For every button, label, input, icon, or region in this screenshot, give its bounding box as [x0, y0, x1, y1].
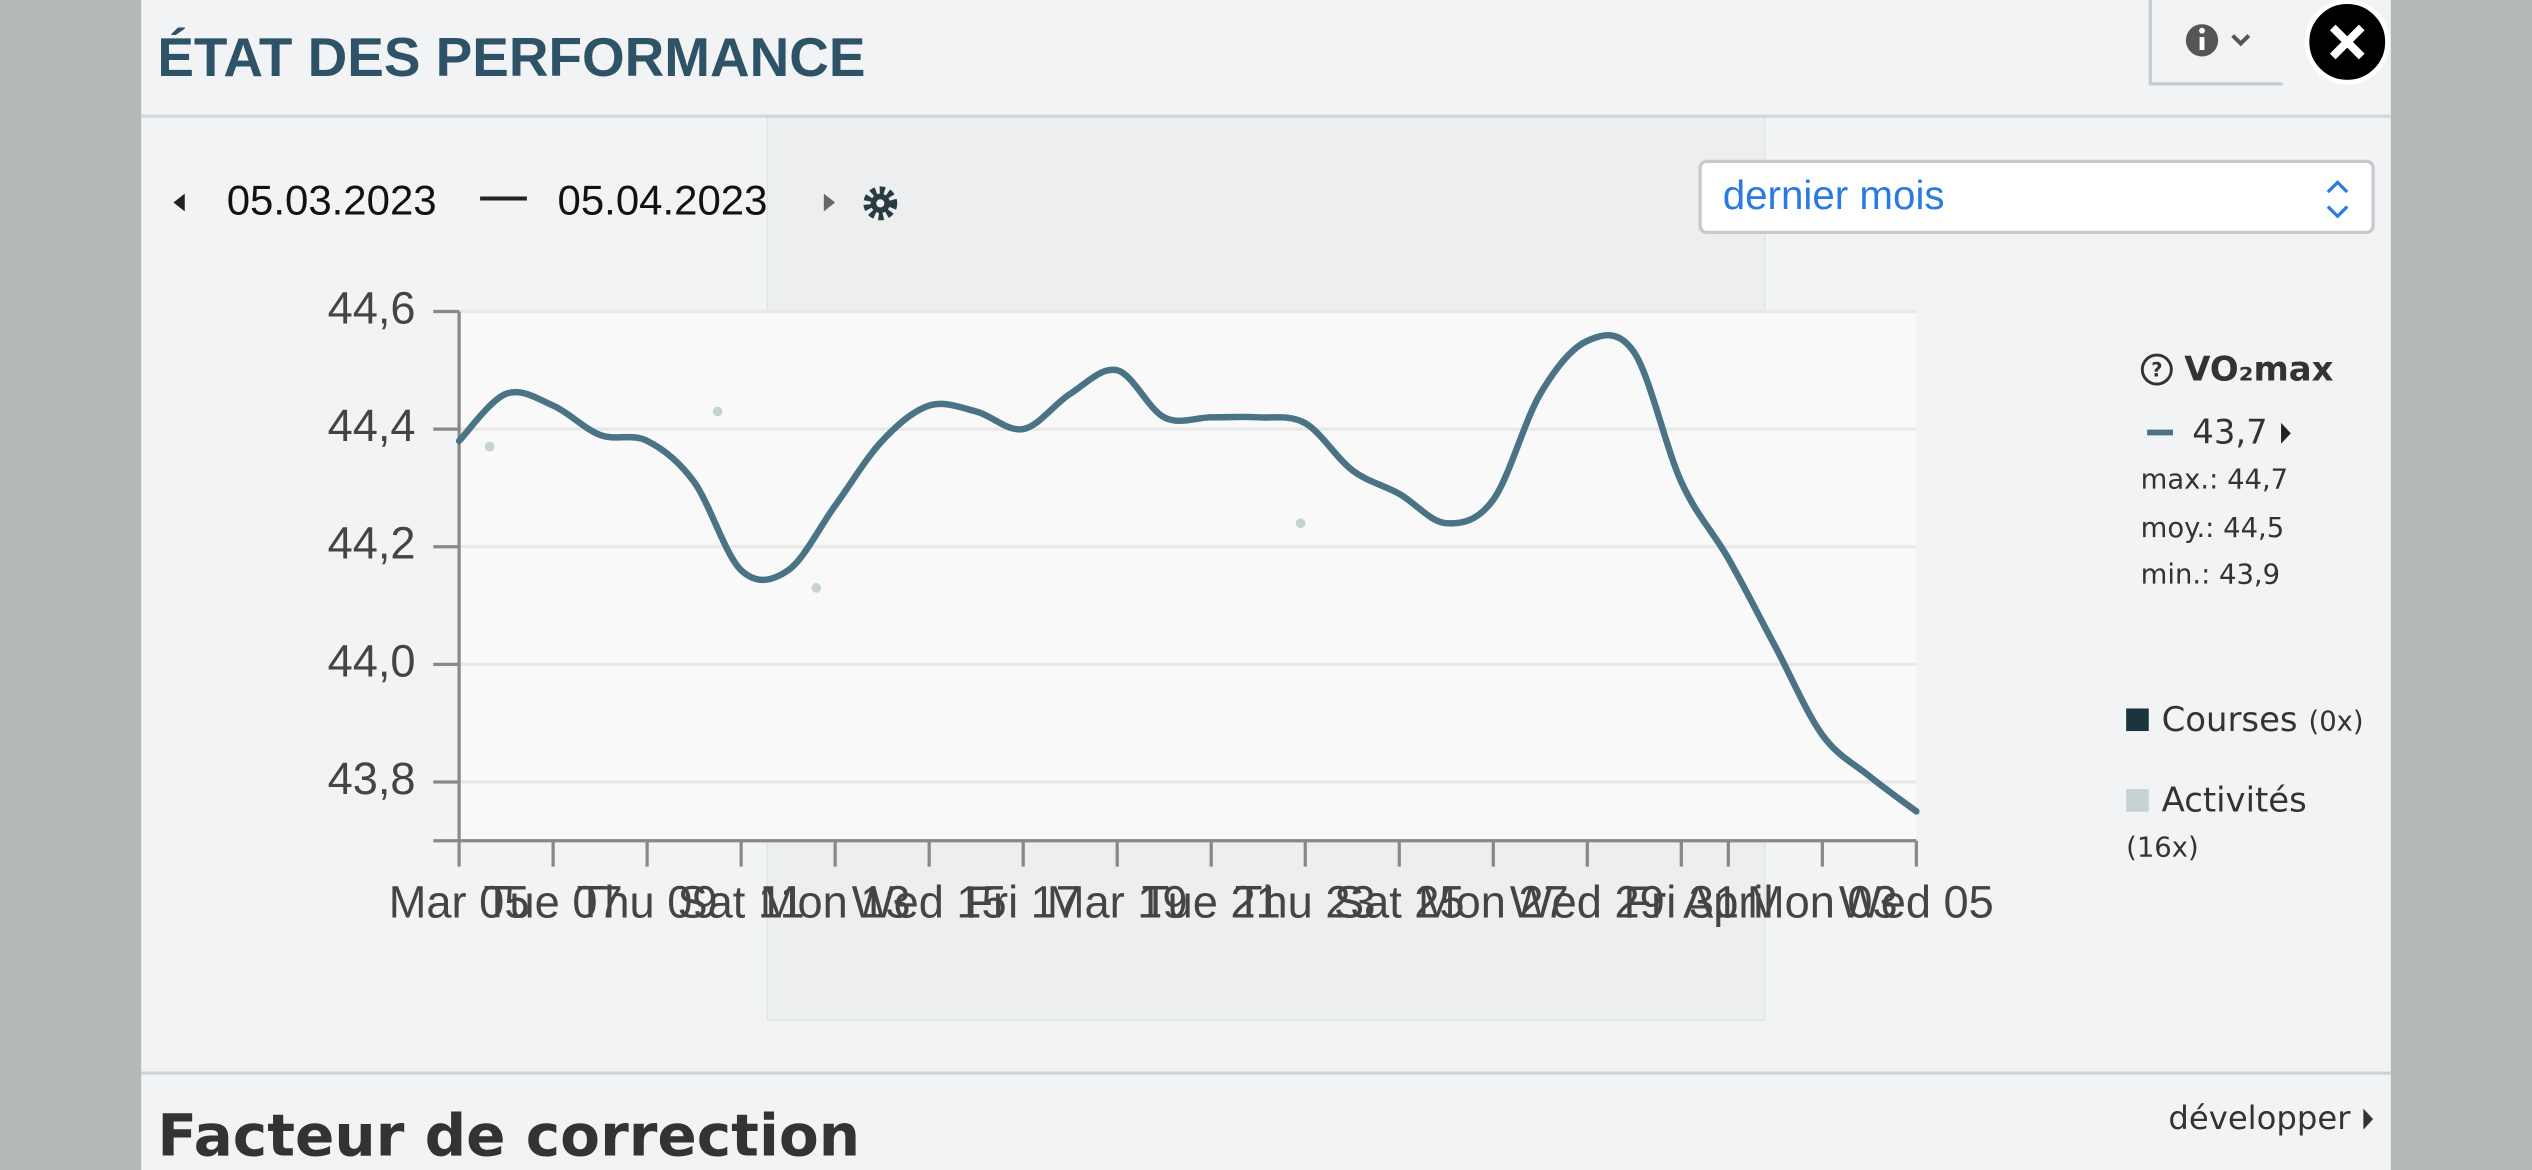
gear-hole	[876, 199, 885, 208]
help-icon[interactable]	[2140, 353, 2173, 386]
expand-arrow	[2363, 1108, 2374, 1130]
y-tick-label: 44,6	[328, 282, 416, 333]
y-tick-label: 43,8	[328, 753, 416, 804]
x-tick-label: Mon 03	[1747, 876, 1898, 927]
x-tick-label: Mon 27	[1418, 876, 1569, 927]
x-tick-label: Fri 31	[1624, 876, 1739, 927]
y-tick-label: 44,4	[328, 400, 416, 451]
prev-period[interactable]	[173, 193, 185, 212]
x-tick-label: Mar 19	[1047, 876, 1188, 927]
info-chevron	[2231, 34, 2251, 47]
x-tick-label: Wed 05	[1839, 876, 1994, 927]
activity-point	[1295, 518, 1306, 529]
close-button[interactable]	[2304, 0, 2390, 85]
info-icon-dot	[2199, 27, 2205, 34]
select-box	[1698, 159, 2375, 234]
legend-swatch	[2126, 708, 2149, 732]
activity-point	[484, 441, 495, 452]
x-tick-label: Wed 15	[852, 876, 1007, 927]
legend-current: 43,7	[2192, 413, 2267, 452]
date-end: 05.04.2023	[558, 176, 768, 223]
date-start: 05.03.2023	[227, 176, 437, 223]
close-x	[2329, 24, 2365, 60]
x-tick-label: Fri 17	[965, 876, 1080, 927]
line-series	[455, 332, 1920, 815]
legend-entry: Activités	[2162, 781, 2307, 820]
x-tick-label: Tue 07	[484, 876, 623, 927]
legend-arrow[interactable]	[2281, 422, 2291, 444]
info-button[interactable]	[2148, 0, 2283, 86]
page-title: ÉTAT DES PERFORMANCE	[157, 26, 865, 88]
info-button-border	[2148, 0, 2283, 86]
legend-stat: moy.: 44,5	[2141, 513, 2285, 544]
expand-text: développer	[2168, 1099, 2351, 1137]
legend: ? VO₂max 43,7 max.: 44,7 moy.: 44,5 min.…	[2126, 350, 2364, 863]
plot-background	[459, 311, 1917, 841]
info-icon-stem	[2199, 37, 2205, 51]
x-tick-label: Wed 29	[1510, 876, 1665, 927]
legend-entry: Courses	[2162, 700, 2298, 739]
x-tick-label: Thu 23	[1235, 876, 1376, 927]
y-tick-label: 44,0	[328, 635, 416, 686]
legend-stat: min.: 43,9	[2141, 560, 2280, 591]
legend-stat: max.: 44,7	[2141, 464, 2288, 495]
gear-teeth	[863, 186, 898, 221]
x-tick-label: Thu 09	[577, 876, 718, 927]
x-tick-label: Tue 21	[1142, 876, 1281, 927]
legend-swatch	[2126, 789, 2149, 812]
period-select[interactable]: dernier mois	[1698, 159, 2375, 234]
x-tick-label: Mon 13	[760, 876, 911, 927]
x-tick-label: Sat 25	[1334, 876, 1465, 927]
activity-point	[712, 406, 723, 417]
x-tick-label: Mar 05	[389, 876, 530, 927]
activity-point	[811, 583, 822, 593]
select-chevrons	[2326, 180, 2349, 219]
legend-count: (0x)	[2309, 706, 2364, 737]
expand-link[interactable]: développer	[2168, 1099, 2374, 1137]
legend-title: VO₂max	[2184, 350, 2333, 389]
section-title: Facteur de correction	[157, 1101, 860, 1169]
select-value: dernier mois	[1723, 172, 1945, 218]
legend-count: (16x)	[2126, 832, 2199, 863]
y-tick-label: 44,2	[328, 518, 416, 569]
settings-button[interactable]	[863, 186, 898, 221]
next-period[interactable]	[823, 193, 836, 212]
x-tick-label: Sat 11	[678, 876, 805, 927]
x-tick-label: April	[1683, 876, 1773, 927]
help-icon-mark: ?	[2151, 359, 2162, 382]
